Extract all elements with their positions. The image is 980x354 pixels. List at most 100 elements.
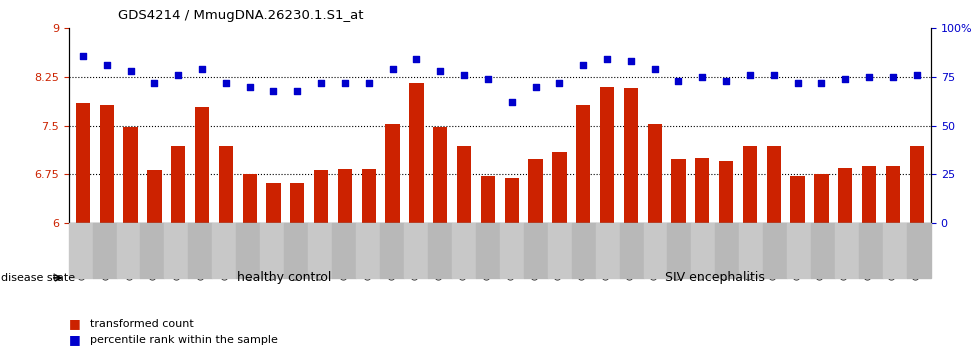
Bar <box>763 223 787 278</box>
Point <box>670 78 686 84</box>
Point <box>766 72 782 78</box>
Bar <box>284 223 308 278</box>
Bar <box>433 127 448 223</box>
Bar <box>100 105 114 223</box>
Bar <box>571 223 596 278</box>
Point <box>432 68 448 74</box>
Bar <box>356 223 380 278</box>
Bar <box>165 223 188 278</box>
Text: ■: ■ <box>69 333 80 346</box>
Bar <box>75 103 90 223</box>
Bar <box>835 223 859 278</box>
Point <box>552 80 567 86</box>
Point <box>147 80 163 86</box>
Bar <box>261 223 284 278</box>
Point <box>194 67 210 72</box>
Bar <box>838 168 853 223</box>
Bar <box>766 147 781 223</box>
Bar <box>476 223 500 278</box>
Bar <box>692 223 715 278</box>
Point <box>742 72 758 78</box>
Point <box>385 67 401 72</box>
Point <box>837 76 853 82</box>
Bar <box>147 170 162 223</box>
Bar <box>140 223 165 278</box>
Point <box>218 80 233 86</box>
Bar <box>332 223 356 278</box>
Bar <box>523 223 548 278</box>
Point <box>718 78 734 84</box>
Bar <box>671 159 686 223</box>
Point <box>813 80 829 86</box>
Point <box>266 88 281 93</box>
Bar <box>236 223 261 278</box>
Bar <box>314 170 328 223</box>
Text: healthy control: healthy control <box>237 272 331 284</box>
Bar <box>552 152 566 223</box>
Text: percentile rank within the sample: percentile rank within the sample <box>90 335 278 345</box>
Point <box>480 76 496 82</box>
Point <box>623 58 639 64</box>
Point <box>314 80 329 86</box>
Bar <box>862 166 876 223</box>
Bar <box>242 175 257 223</box>
Point <box>337 80 353 86</box>
Point <box>409 57 424 62</box>
Bar <box>528 159 543 223</box>
Bar <box>404 223 428 278</box>
Bar <box>648 124 662 223</box>
Point <box>242 84 258 90</box>
Bar <box>428 223 452 278</box>
Text: disease state: disease state <box>1 273 75 283</box>
Bar <box>695 158 710 223</box>
Bar <box>219 147 233 223</box>
Point <box>790 80 806 86</box>
Bar <box>739 223 763 278</box>
Bar <box>743 147 758 223</box>
Point <box>575 62 591 68</box>
Bar <box>619 223 644 278</box>
Bar <box>667 223 692 278</box>
Point <box>885 74 901 80</box>
Bar <box>195 108 209 223</box>
Bar <box>290 183 305 223</box>
Bar <box>907 223 931 278</box>
Bar <box>600 87 614 223</box>
Bar <box>385 124 400 223</box>
Point <box>75 53 91 58</box>
Bar <box>481 176 495 223</box>
Bar <box>500 223 523 278</box>
Bar <box>92 223 117 278</box>
Point <box>171 72 186 78</box>
Bar <box>859 223 883 278</box>
Bar <box>380 223 404 278</box>
Bar <box>410 84 423 223</box>
Bar <box>362 169 376 223</box>
Text: ■: ■ <box>69 318 80 330</box>
Bar <box>213 223 236 278</box>
Bar <box>791 176 805 223</box>
Bar <box>644 223 667 278</box>
Point <box>457 72 472 78</box>
Bar <box>596 223 619 278</box>
Bar <box>123 127 137 223</box>
Bar <box>576 105 590 223</box>
Bar <box>117 223 140 278</box>
Point <box>99 62 115 68</box>
Bar <box>308 223 332 278</box>
Bar <box>69 223 92 278</box>
Bar <box>505 178 518 223</box>
Point <box>122 68 138 74</box>
Text: SIV encephalitis: SIV encephalitis <box>665 272 765 284</box>
Bar <box>715 223 739 278</box>
Point <box>647 67 662 72</box>
Bar <box>787 223 811 278</box>
Bar <box>267 183 280 223</box>
Point <box>695 74 710 80</box>
Bar <box>338 169 352 223</box>
Point <box>289 88 305 93</box>
Point <box>908 72 924 78</box>
Bar <box>172 146 185 223</box>
Text: GDS4214 / MmugDNA.26230.1.S1_at: GDS4214 / MmugDNA.26230.1.S1_at <box>118 9 364 22</box>
Bar <box>548 223 571 278</box>
